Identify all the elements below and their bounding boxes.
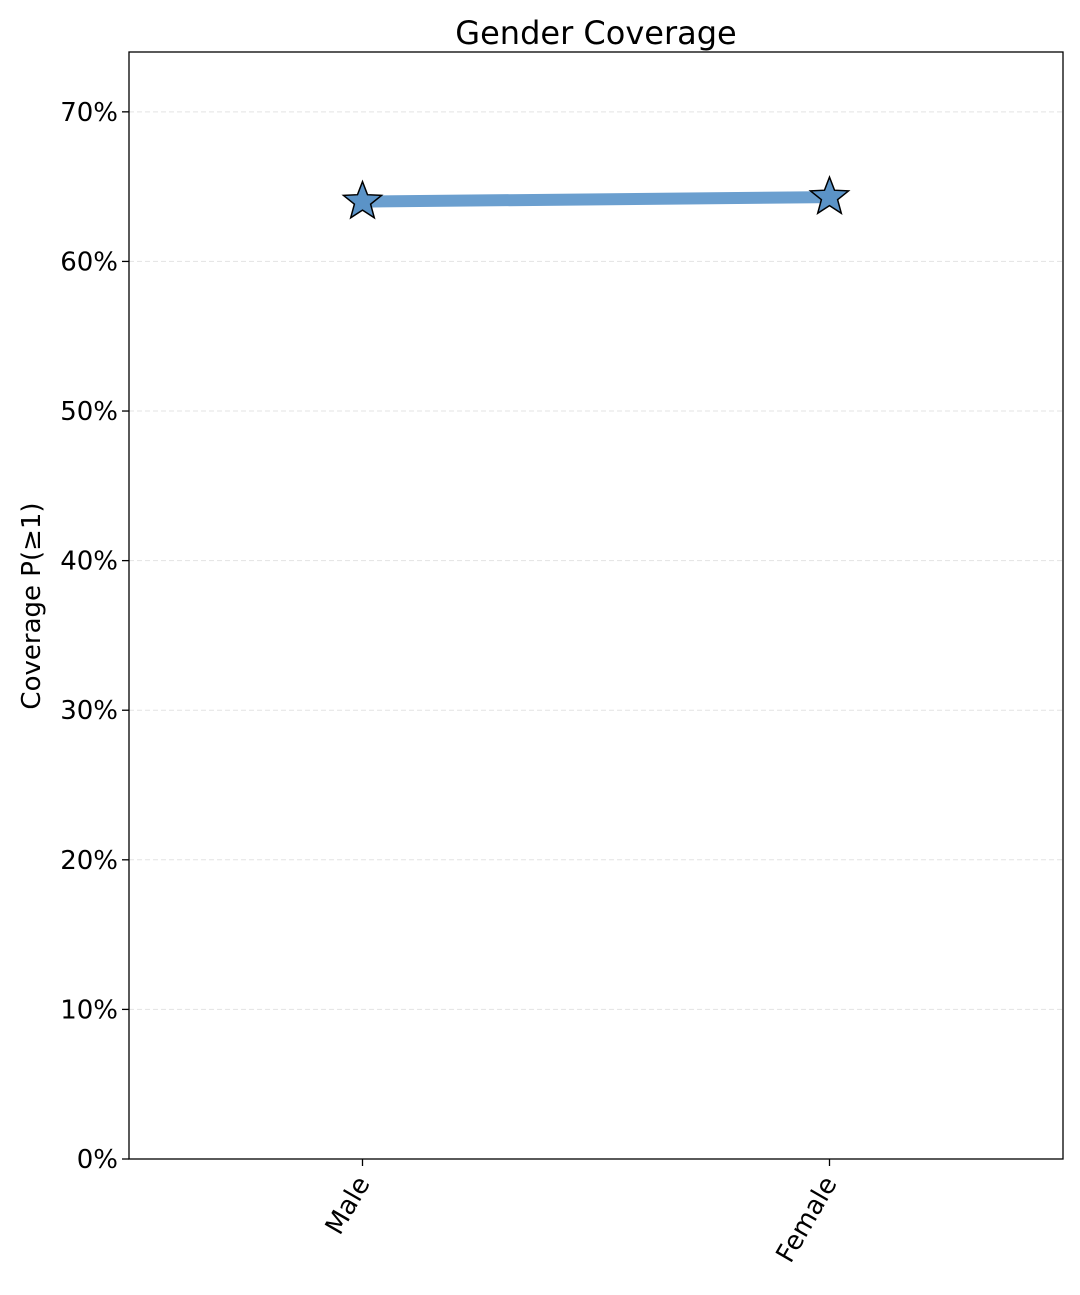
y-tick-label: 70% [60,98,118,128]
y-axis: 0% 10% 20% 30% 40% 50% 60% 70% [60,98,129,1175]
y-tick-label: 50% [60,397,118,427]
data-point-star [341,179,384,220]
y-tick-label: 30% [60,696,118,726]
x-axis: Male Female [320,1159,844,1268]
y-tick-label: 10% [60,995,118,1025]
y-axis-label: Coverage P(≥1) [17,502,47,709]
grid [129,111,1063,1010]
x-tick-label: Male [320,1172,377,1240]
y-tick-label: 60% [60,247,118,277]
series [341,174,851,220]
series-line [362,191,830,208]
y-tick-label: 40% [60,547,118,577]
chart-title: Gender Coverage [455,14,736,52]
data-point-star [808,174,851,216]
y-tick-label: 20% [60,846,118,876]
plot-frame [128,51,1064,1160]
x-tick-label: Female [771,1172,844,1268]
y-tick-label: 0% [77,1145,118,1175]
